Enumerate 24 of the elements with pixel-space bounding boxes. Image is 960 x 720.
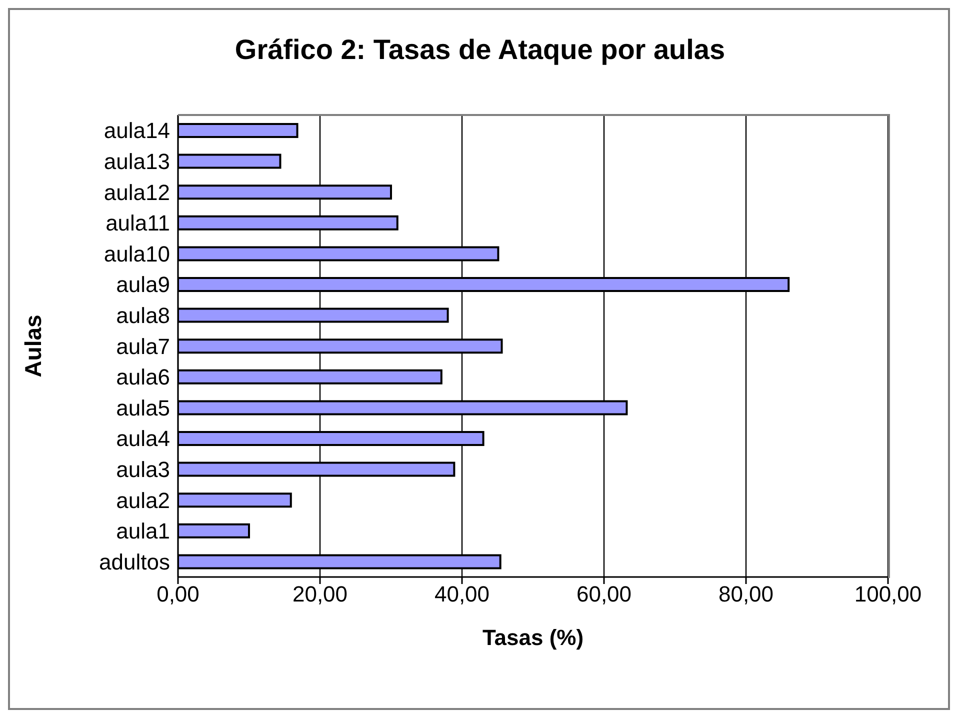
x-tick-label: 100,00 xyxy=(854,582,922,607)
chart-title: Gráfico 2: Tasas de Ataque por aulas xyxy=(234,33,726,67)
x-tick-label: 80,00 xyxy=(718,582,774,607)
y-tick-label: aula1 xyxy=(116,518,170,544)
y-tick-label: aula7 xyxy=(116,334,170,359)
y-tick-label: aula12 xyxy=(104,180,170,205)
y-tick-label: aula6 xyxy=(116,364,170,390)
y-tick-label: aula2 xyxy=(116,488,170,513)
y-tick-label: aula13 xyxy=(104,149,170,174)
x-tick-label: 20,00 xyxy=(292,582,348,607)
x-tick-label: 60,00 xyxy=(576,582,632,607)
y-tick-label: aula5 xyxy=(116,395,170,420)
y-tick-label: aula8 xyxy=(116,303,170,328)
y-tick-label: aula10 xyxy=(104,241,170,266)
y-tick-label: aula14 xyxy=(104,118,170,144)
x-tick-label: 40,00 xyxy=(434,582,490,607)
y-tick-label: aula9 xyxy=(116,272,170,298)
y-tick-label: adultos xyxy=(99,549,170,574)
y-tick-label: aula3 xyxy=(116,457,170,482)
y-axis-title: Aulas xyxy=(20,314,46,378)
y-tick-label: aula11 xyxy=(106,210,170,236)
x-tick-label: 0,00 xyxy=(156,582,200,607)
x-axis-title: Tasas (%) xyxy=(482,625,584,650)
y-tick-label: aula4 xyxy=(116,426,170,452)
